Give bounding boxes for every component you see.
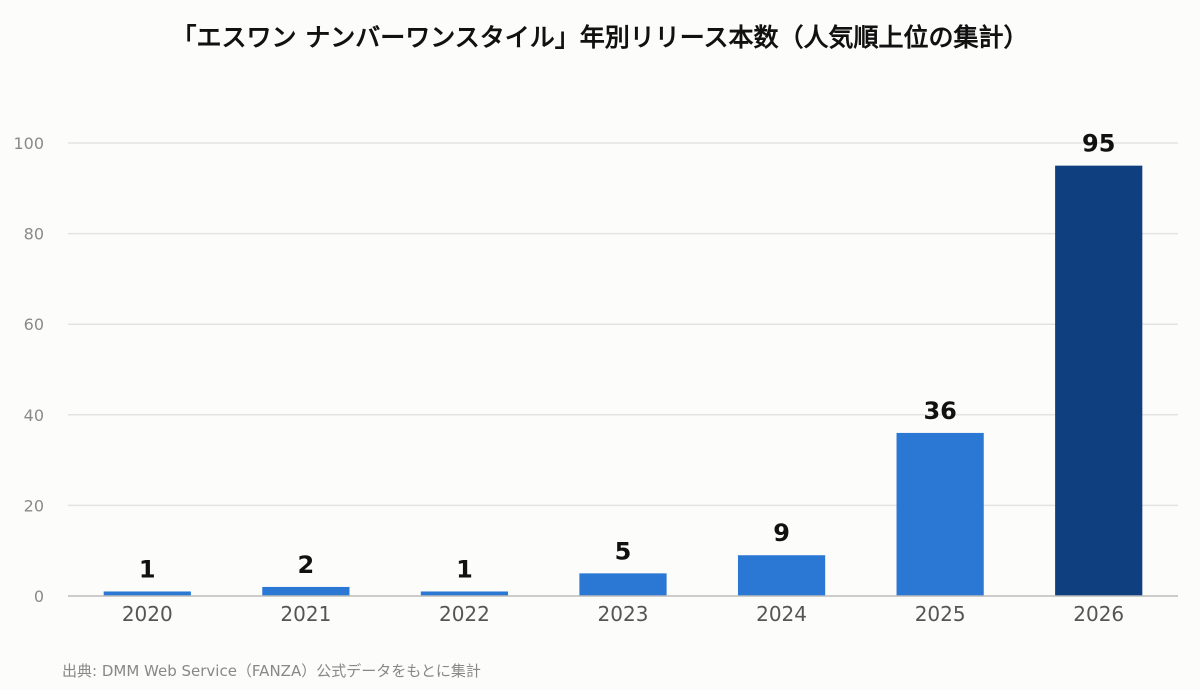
x-tick-label: 2026 (1073, 602, 1124, 626)
y-tick-label: 20 (24, 496, 44, 515)
x-tick-labels: 2020 2021 2022 2023 2024 2025 2026 (122, 602, 1124, 626)
y-tick-label: 40 (24, 406, 44, 425)
x-tick-label: 2024 (756, 602, 807, 626)
bar-value-label: 1 (139, 555, 156, 583)
bar (1055, 165, 1143, 596)
x-tick-label: 2023 (598, 602, 649, 626)
x-tick-label: 2020 (122, 602, 173, 626)
bar (262, 586, 350, 596)
bar-value-label: 95 (1082, 130, 1115, 158)
x-tick-label: 2022 (439, 602, 490, 626)
y-tick-label: 80 (24, 225, 44, 244)
x-tick-label: 2025 (915, 602, 966, 626)
bar (896, 432, 984, 596)
bar-value-labels: 1 2 1 5 9 36 95 (139, 130, 1115, 584)
bar (737, 555, 826, 596)
bar-value-label: 5 (615, 537, 632, 565)
chart-title: 「エスワン ナンバーワンスタイル」年別リリース本数（人気順上位の集計） (171, 23, 1029, 52)
bar-value-label: 9 (773, 519, 790, 547)
grid-lines (68, 142, 1178, 507)
bar-value-label: 36 (923, 397, 956, 425)
y-tick-label: 0 (34, 587, 44, 606)
y-tick-label: 60 (24, 315, 44, 334)
bar (103, 591, 191, 596)
y-tick-labels: 0 20 40 60 80 100 (13, 134, 44, 606)
bar-value-label: 1 (456, 555, 473, 583)
x-tick-label: 2021 (280, 602, 331, 626)
bar (579, 573, 667, 596)
bar (420, 591, 509, 596)
bar-value-label: 2 (298, 551, 315, 579)
source-note: 出典: DMM Web Service（FANZA）公式データをもとに集計 (62, 662, 481, 680)
bars (103, 165, 1143, 596)
y-tick-label: 100 (13, 134, 44, 153)
